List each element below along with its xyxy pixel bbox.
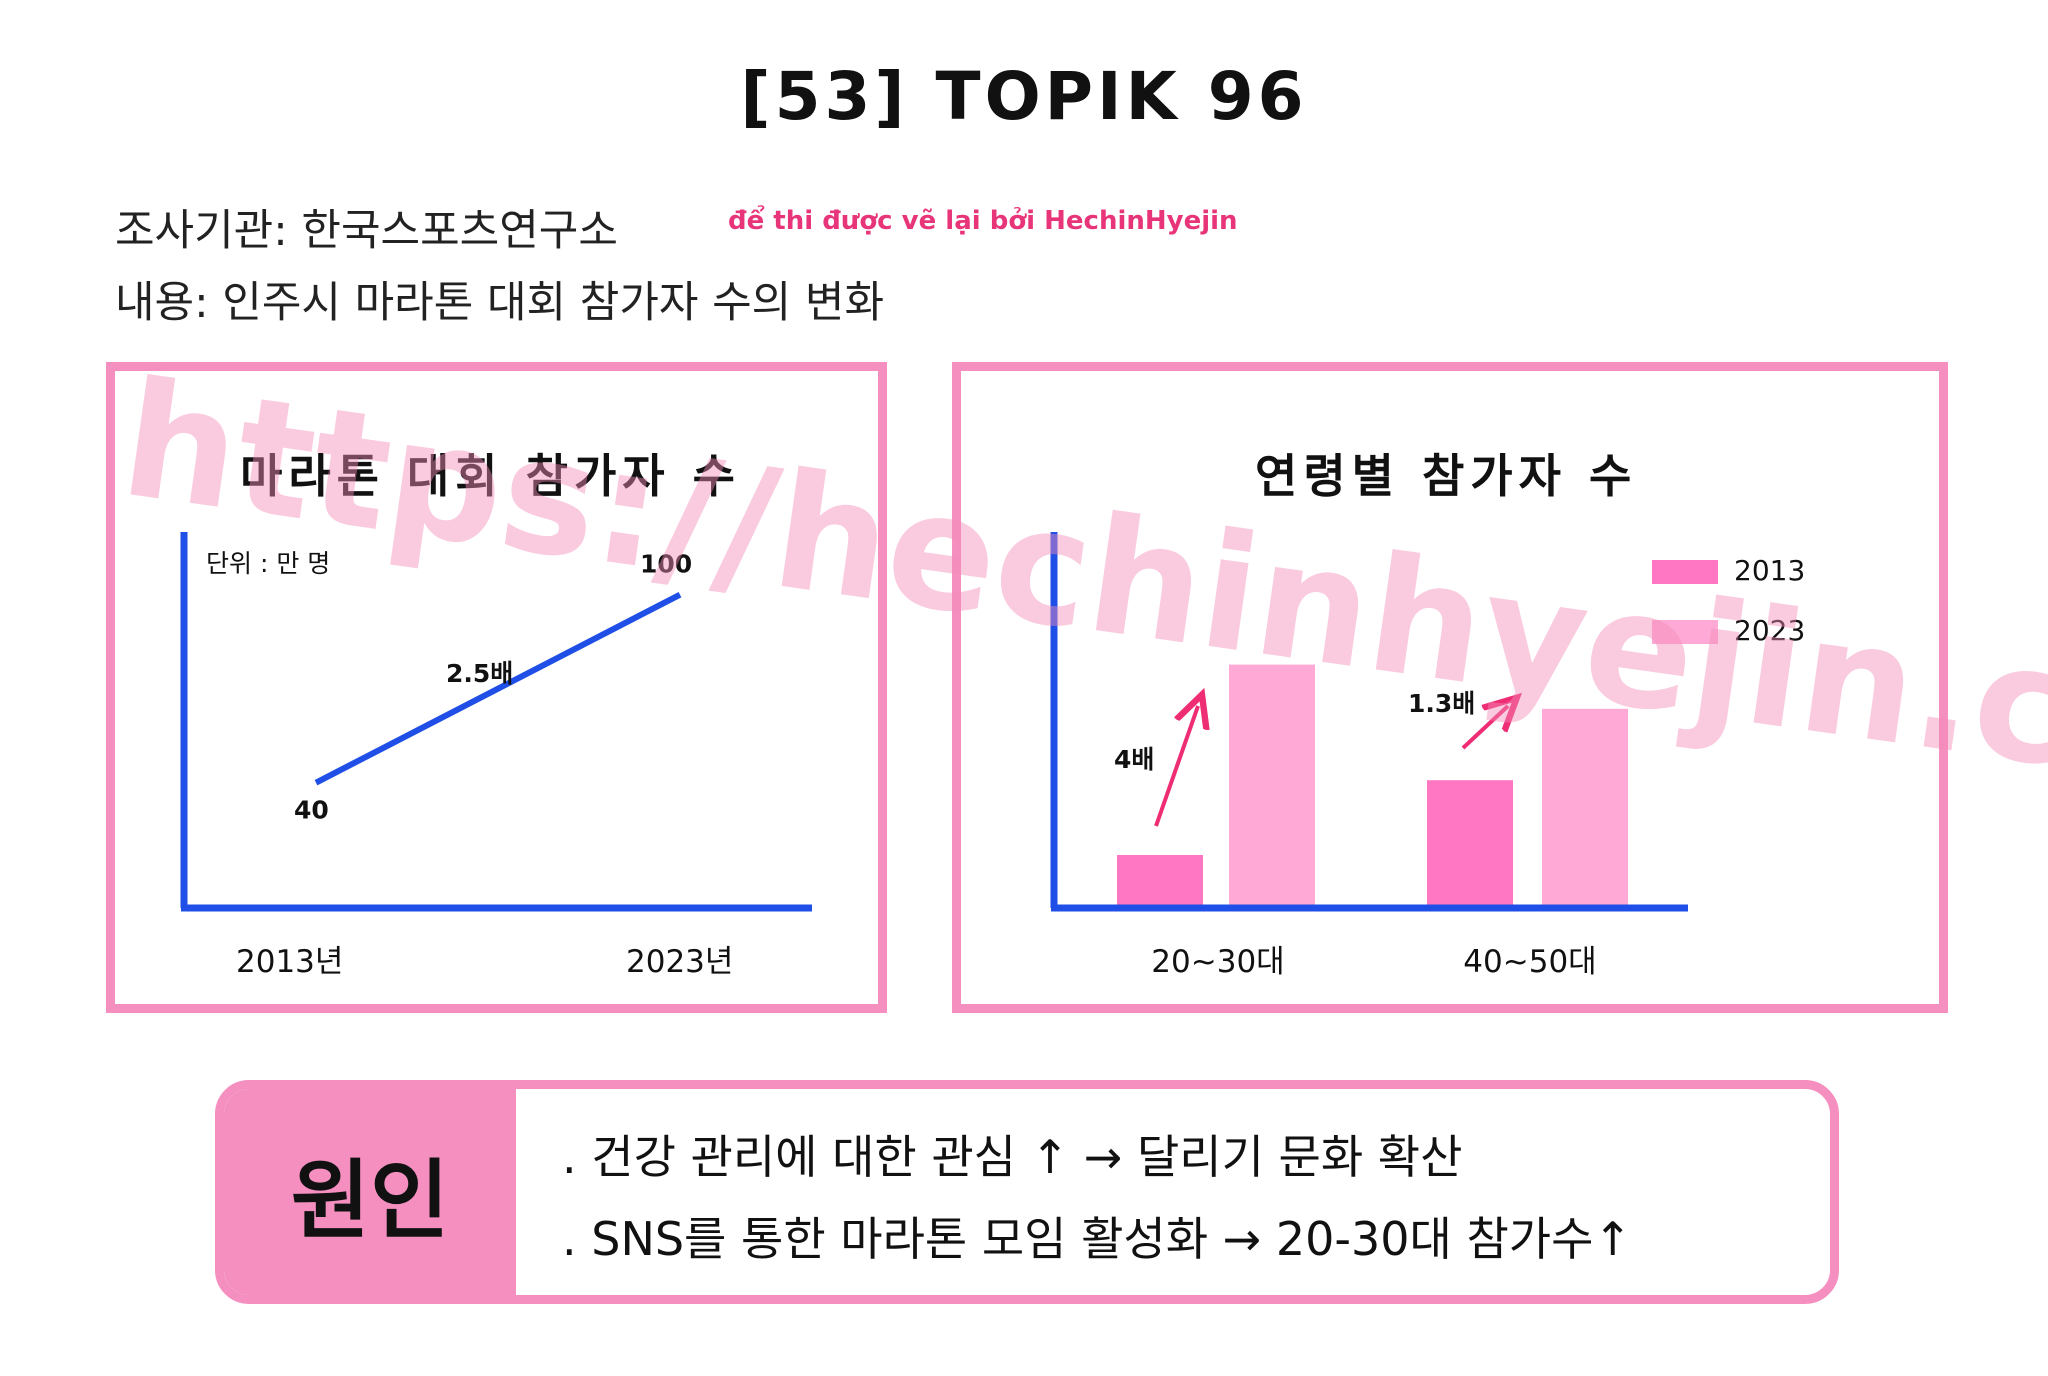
line-chart-title: 마라톤 대회 참가자 수 [240,449,741,503]
page-title: [53] TOPIK 96 [740,58,1308,135]
bar-chart-panel [952,362,1948,1013]
line-chart-panel [106,362,887,1013]
cause-heading: 원인 [224,1089,516,1295]
cause-line-2: . SNS를 통한 마라톤 모임 활성화 → 20-30대 참가수↑ [562,1212,1632,1266]
credit-note: để thi được vẽ lại bởi HechinHyejin [728,206,1238,236]
bar-chart-title: 연령별 참가자 수 [1255,449,1638,503]
cause-box: 원인 . 건강 관리에 대한 관심 ↑ → 달리기 문화 확산 . SNS를 통… [215,1080,1839,1304]
survey-agency: 조사기관: 한국스포츠연구소 [115,206,618,256]
survey-content: 내용: 인주시 마라톤 대회 참가자 수의 변화 [115,278,885,328]
cause-line-1: . 건강 관리에 대한 관심 ↑ → 달리기 문화 확산 [562,1130,1463,1184]
